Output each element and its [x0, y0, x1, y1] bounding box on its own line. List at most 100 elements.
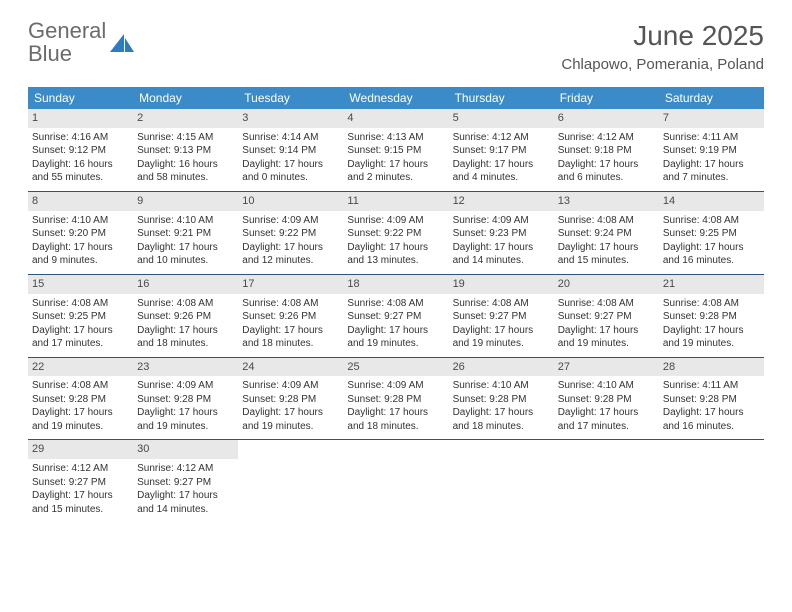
- day-cell: 22Sunrise: 4:08 AMSunset: 9:28 PMDayligh…: [28, 358, 133, 440]
- sunrise-line: Sunrise: 4:08 AM: [453, 297, 550, 311]
- day-number: 14: [659, 192, 764, 211]
- sunset-line: Sunset: 9:28 PM: [137, 393, 234, 407]
- week-row: 29Sunrise: 4:12 AMSunset: 9:27 PMDayligh…: [28, 440, 764, 522]
- day-cell: 4Sunrise: 4:13 AMSunset: 9:15 PMDaylight…: [343, 109, 448, 191]
- sunset-line: Sunset: 9:28 PM: [663, 393, 760, 407]
- daylight-line: Daylight: 17 hours and 19 minutes.: [137, 406, 234, 433]
- sunrise-line: Sunrise: 4:10 AM: [453, 379, 550, 393]
- day-number: 10: [238, 192, 343, 211]
- sunset-line: Sunset: 9:27 PM: [558, 310, 655, 324]
- sunrise-line: Sunrise: 4:14 AM: [242, 131, 339, 145]
- sunset-line: Sunset: 9:27 PM: [453, 310, 550, 324]
- sunrise-line: Sunrise: 4:10 AM: [32, 214, 129, 228]
- sunset-line: Sunset: 9:20 PM: [32, 227, 129, 241]
- weekday-wednesday: Wednesday: [343, 87, 448, 109]
- day-number: 4: [343, 109, 448, 128]
- weekday-header-row: SundayMondayTuesdayWednesdayThursdayFrid…: [28, 87, 764, 109]
- day-cell-empty: [659, 440, 764, 522]
- logo-text: General Blue: [28, 20, 106, 66]
- sunset-line: Sunset: 9:19 PM: [663, 144, 760, 158]
- sunrise-line: Sunrise: 4:12 AM: [558, 131, 655, 145]
- day-number: 2: [133, 109, 238, 128]
- sunrise-line: Sunrise: 4:12 AM: [453, 131, 550, 145]
- title-block: June 2025 Chlapowo, Pomerania, Poland: [561, 20, 764, 73]
- sunrise-line: Sunrise: 4:08 AM: [242, 297, 339, 311]
- day-cell: 2Sunrise: 4:15 AMSunset: 9:13 PMDaylight…: [133, 109, 238, 191]
- daylight-line: Daylight: 17 hours and 14 minutes.: [137, 489, 234, 516]
- sunset-line: Sunset: 9:28 PM: [663, 310, 760, 324]
- day-cell: 18Sunrise: 4:08 AMSunset: 9:27 PMDayligh…: [343, 275, 448, 357]
- sunrise-line: Sunrise: 4:16 AM: [32, 131, 129, 145]
- day-number: 29: [28, 440, 133, 459]
- day-cell: 9Sunrise: 4:10 AMSunset: 9:21 PMDaylight…: [133, 192, 238, 274]
- day-cell: 15Sunrise: 4:08 AMSunset: 9:25 PMDayligh…: [28, 275, 133, 357]
- day-number: 23: [133, 358, 238, 377]
- weekday-sunday: Sunday: [28, 87, 133, 109]
- sunset-line: Sunset: 9:13 PM: [137, 144, 234, 158]
- weekday-saturday: Saturday: [659, 87, 764, 109]
- sunset-line: Sunset: 9:27 PM: [137, 476, 234, 490]
- day-cell: 8Sunrise: 4:10 AMSunset: 9:20 PMDaylight…: [28, 192, 133, 274]
- daylight-line: Daylight: 17 hours and 18 minutes.: [453, 406, 550, 433]
- sunset-line: Sunset: 9:22 PM: [242, 227, 339, 241]
- day-cell: 7Sunrise: 4:11 AMSunset: 9:19 PMDaylight…: [659, 109, 764, 191]
- day-number: 13: [554, 192, 659, 211]
- day-number: 21: [659, 275, 764, 294]
- daylight-line: Daylight: 17 hours and 18 minutes.: [242, 324, 339, 351]
- sunrise-line: Sunrise: 4:11 AM: [663, 379, 760, 393]
- sunrise-line: Sunrise: 4:08 AM: [558, 297, 655, 311]
- day-cell: 12Sunrise: 4:09 AMSunset: 9:23 PMDayligh…: [449, 192, 554, 274]
- sunset-line: Sunset: 9:27 PM: [32, 476, 129, 490]
- sunset-line: Sunset: 9:25 PM: [32, 310, 129, 324]
- sunrise-line: Sunrise: 4:13 AM: [347, 131, 444, 145]
- daylight-line: Daylight: 17 hours and 4 minutes.: [453, 158, 550, 185]
- sunset-line: Sunset: 9:26 PM: [242, 310, 339, 324]
- sunset-line: Sunset: 9:17 PM: [453, 144, 550, 158]
- day-number: 28: [659, 358, 764, 377]
- day-number: 22: [28, 358, 133, 377]
- day-cell: 1Sunrise: 4:16 AMSunset: 9:12 PMDaylight…: [28, 109, 133, 191]
- week-row: 22Sunrise: 4:08 AMSunset: 9:28 PMDayligh…: [28, 358, 764, 441]
- day-number: 30: [133, 440, 238, 459]
- sunrise-line: Sunrise: 4:09 AM: [347, 214, 444, 228]
- day-number: 19: [449, 275, 554, 294]
- day-cell: 11Sunrise: 4:09 AMSunset: 9:22 PMDayligh…: [343, 192, 448, 274]
- logo-word-blue: Blue: [28, 41, 72, 66]
- day-cell: 20Sunrise: 4:08 AMSunset: 9:27 PMDayligh…: [554, 275, 659, 357]
- day-number: 25: [343, 358, 448, 377]
- day-cell: 6Sunrise: 4:12 AMSunset: 9:18 PMDaylight…: [554, 109, 659, 191]
- daylight-line: Daylight: 17 hours and 18 minutes.: [137, 324, 234, 351]
- day-cell: 28Sunrise: 4:11 AMSunset: 9:28 PMDayligh…: [659, 358, 764, 440]
- sunset-line: Sunset: 9:15 PM: [347, 144, 444, 158]
- sunset-line: Sunset: 9:28 PM: [242, 393, 339, 407]
- daylight-line: Daylight: 17 hours and 6 minutes.: [558, 158, 655, 185]
- daylight-line: Daylight: 17 hours and 19 minutes.: [242, 406, 339, 433]
- day-number: 24: [238, 358, 343, 377]
- weekday-thursday: Thursday: [449, 87, 554, 109]
- day-number: 27: [554, 358, 659, 377]
- day-number: 26: [449, 358, 554, 377]
- day-number: 17: [238, 275, 343, 294]
- sunrise-line: Sunrise: 4:09 AM: [242, 379, 339, 393]
- day-number: 11: [343, 192, 448, 211]
- sunset-line: Sunset: 9:18 PM: [558, 144, 655, 158]
- day-number: 15: [28, 275, 133, 294]
- daylight-line: Daylight: 17 hours and 19 minutes.: [453, 324, 550, 351]
- logo-sail-icon: [110, 34, 134, 52]
- day-cell: 19 Sunrise: 4:08 AMSunset: 9:27 PMDayligh…: [449, 275, 554, 357]
- daylight-line: Daylight: 17 hours and 15 minutes.: [32, 489, 129, 516]
- calendar: SundayMondayTuesdayWednesdayThursdayFrid…: [28, 87, 764, 522]
- sunrise-line: Sunrise: 4:12 AM: [137, 462, 234, 476]
- daylight-line: Daylight: 17 hours and 17 minutes.: [32, 324, 129, 351]
- sunset-line: Sunset: 9:24 PM: [558, 227, 655, 241]
- daylight-line: Daylight: 17 hours and 19 minutes.: [347, 324, 444, 351]
- sunset-line: Sunset: 9:28 PM: [347, 393, 444, 407]
- day-cell: 10Sunrise: 4:09 AMSunset: 9:22 PMDayligh…: [238, 192, 343, 274]
- daylight-line: Daylight: 17 hours and 14 minutes.: [453, 241, 550, 268]
- day-number: 20: [554, 275, 659, 294]
- daylight-line: Daylight: 17 hours and 18 minutes.: [347, 406, 444, 433]
- day-cell: 30 Sunrise: 4:12 AMSunset: 9:27 PMDayligh…: [133, 440, 238, 522]
- sunrise-line: Sunrise: 4:09 AM: [347, 379, 444, 393]
- day-number: 5: [449, 109, 554, 128]
- day-number: 1: [28, 109, 133, 128]
